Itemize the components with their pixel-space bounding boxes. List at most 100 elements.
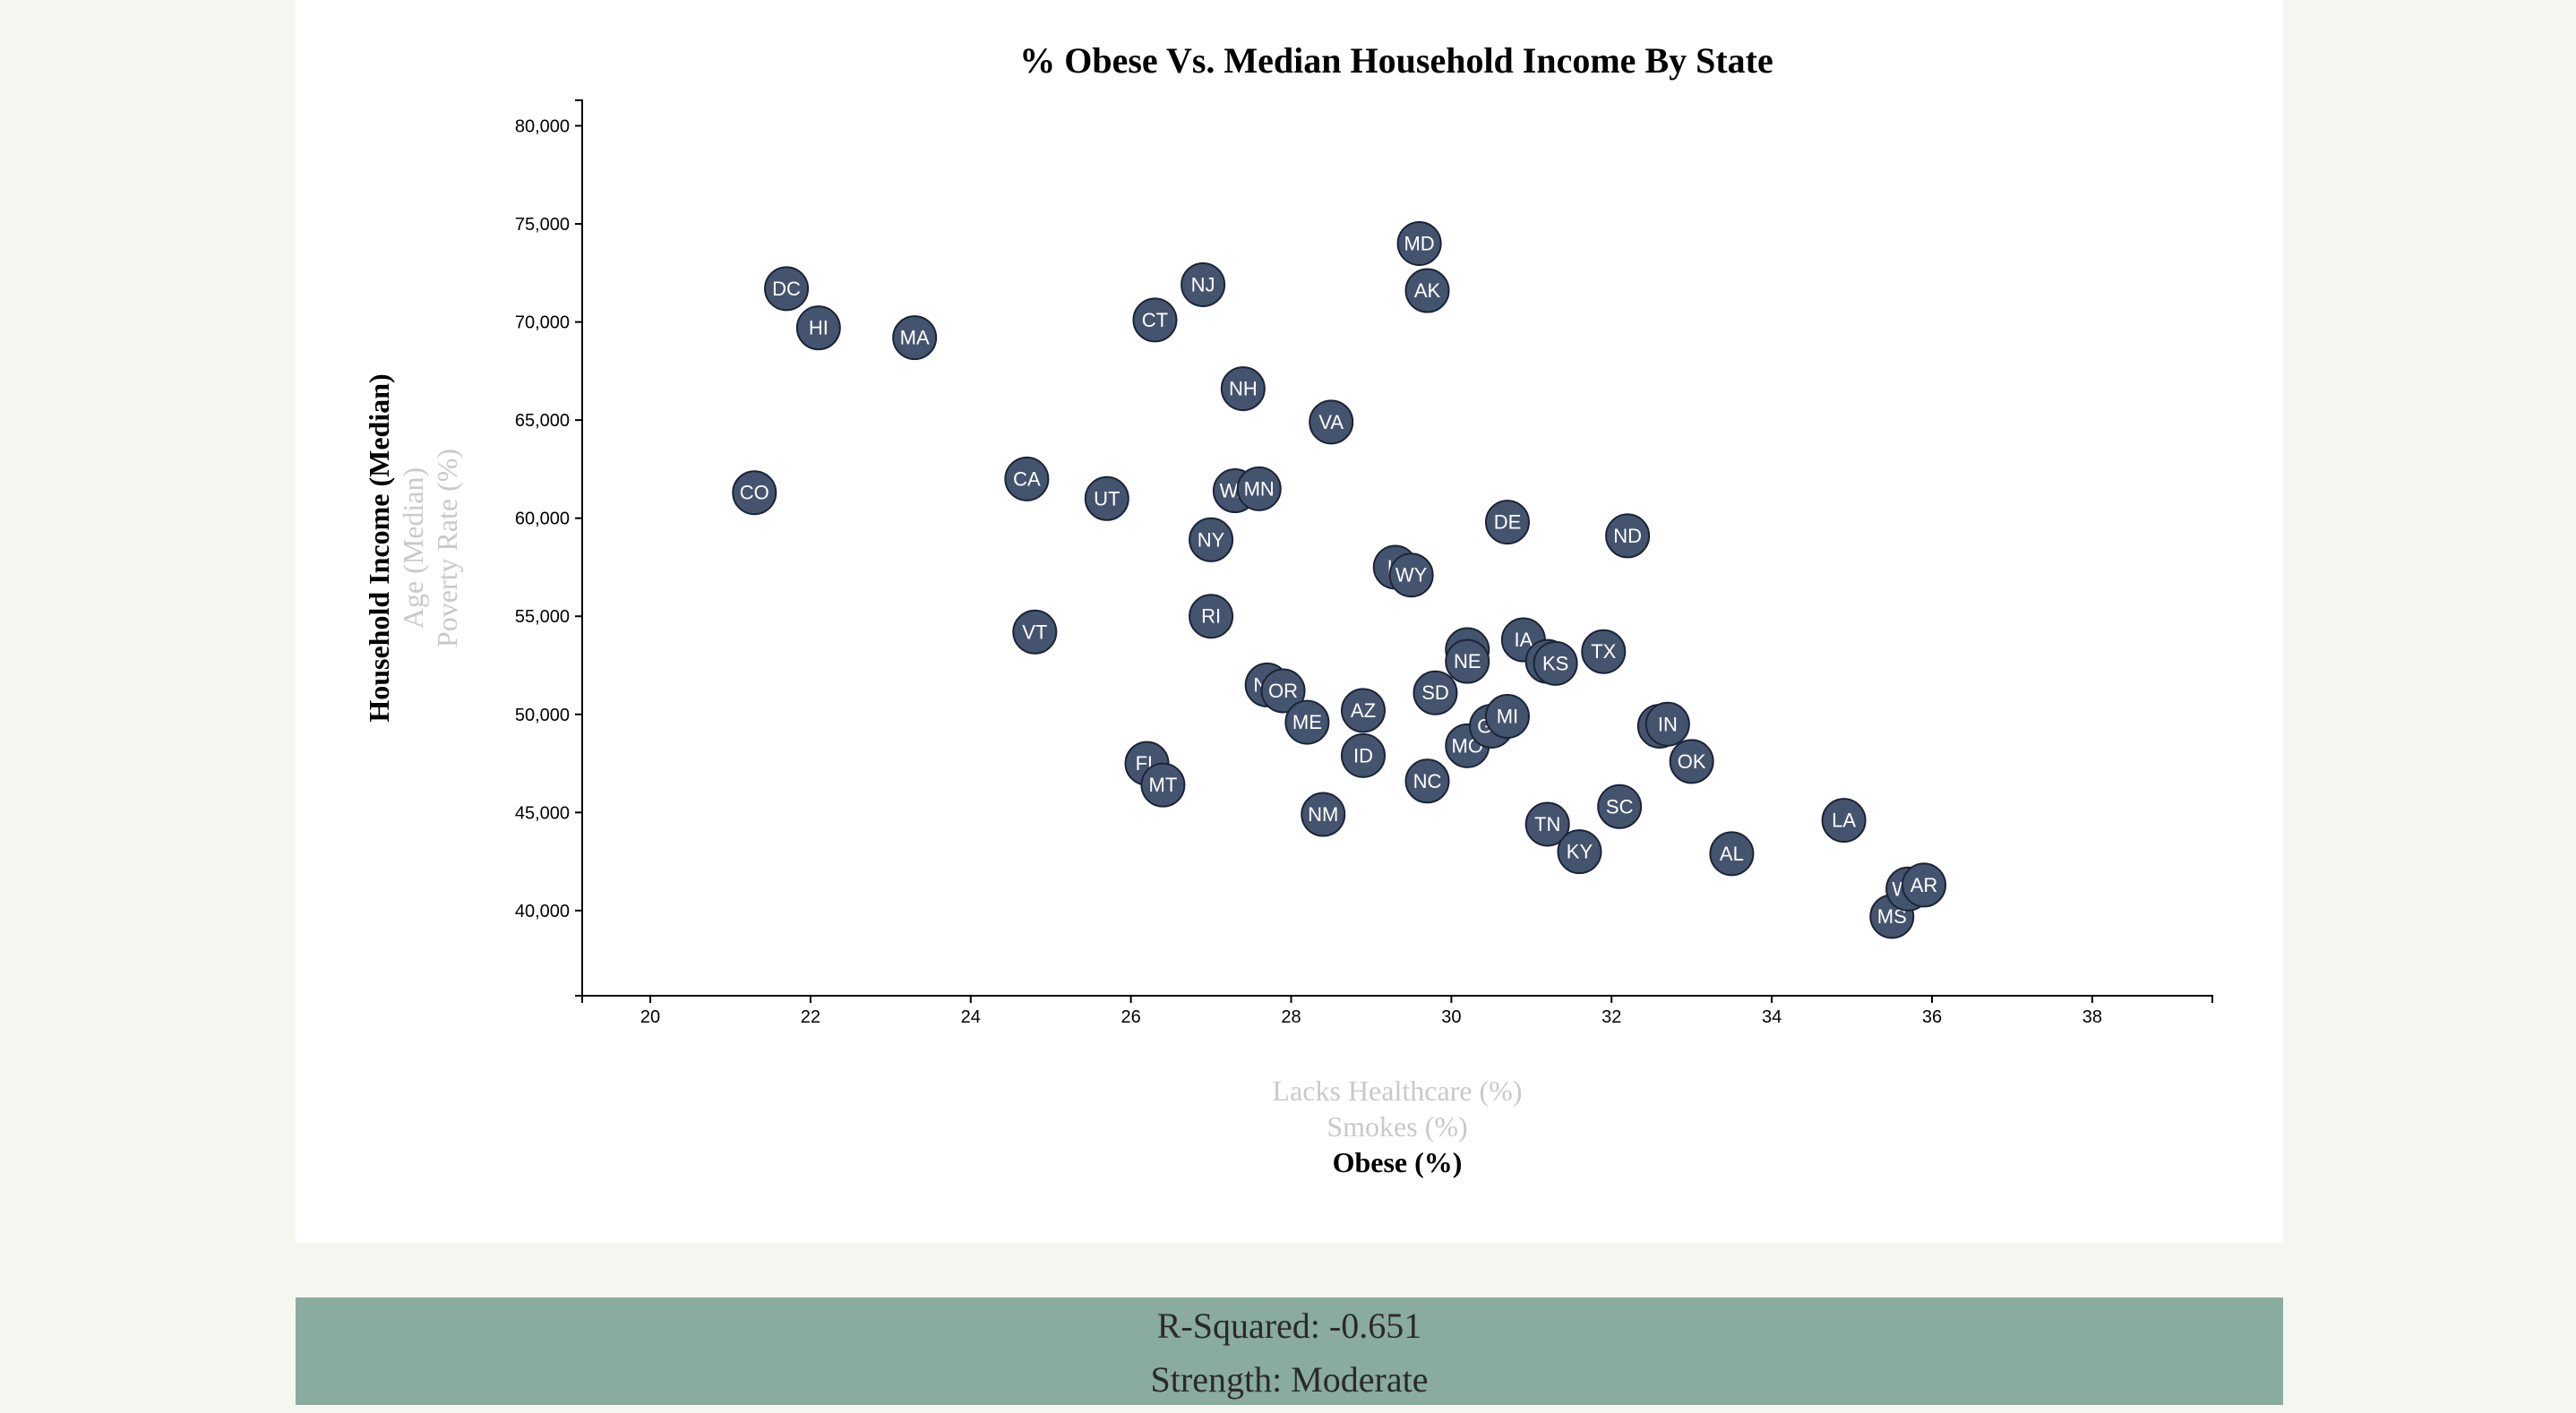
- y-axis-option[interactable]: Household Income (Median): [363, 373, 395, 722]
- data-point-ut[interactable]: [1084, 475, 1129, 521]
- data-point-label: ME: [1292, 711, 1322, 733]
- data-point-label: NJ: [1191, 273, 1215, 295]
- x-tick-label: 30: [1441, 1007, 1461, 1027]
- x-tick-label: 36: [1922, 1007, 1942, 1027]
- data-point-label: MD: [1404, 232, 1434, 254]
- data-point-label: SC: [1606, 795, 1634, 818]
- y-axis: 40,000 45,000 50,000 55,000 60,000 65,000 70,0…: [515, 99, 583, 997]
- data-point-nd[interactable]: [1605, 513, 1651, 559]
- y-tick-label: 45,000: [515, 803, 570, 823]
- data-point-vt[interactable]: [1012, 609, 1058, 655]
- data-point-mi[interactable]: [1484, 693, 1530, 739]
- data-point-hi[interactable]: [795, 305, 841, 351]
- y-tick-label: 80,000: [515, 116, 570, 136]
- data-point-label: MI: [1497, 705, 1518, 727]
- data-point-de[interactable]: [1484, 500, 1530, 545]
- data-point-sc[interactable]: [1597, 784, 1643, 829]
- data-point-ca[interactable]: [1004, 456, 1050, 501]
- data-point-label: MT: [1149, 774, 1178, 796]
- data-point-label: OK: [1678, 750, 1706, 773]
- data-points: DCHIMACOCAVTUTCTNJFLMTNYRIWAMNNHNVORMEVA…: [732, 220, 1947, 939]
- y-tick-label: 60,000: [515, 510, 570, 529]
- data-point-wy[interactable]: [1388, 552, 1434, 598]
- data-point-ne[interactable]: [1445, 638, 1490, 684]
- data-point-ny[interactable]: [1189, 517, 1234, 562]
- data-point-in[interactable]: [1644, 701, 1690, 747]
- data-point-me[interactable]: [1284, 699, 1330, 745]
- data-point-label: AZ: [1351, 699, 1376, 722]
- x-axis-option[interactable]: Lacks Healthcare (%): [1273, 1075, 1523, 1107]
- data-point-label: NE: [1454, 650, 1481, 672]
- x-axis-option[interactable]: Smokes (%): [1327, 1110, 1467, 1143]
- data-point-label: VA: [1318, 411, 1344, 433]
- data-point-tn[interactable]: [1524, 801, 1570, 847]
- data-point-label: VT: [1022, 621, 1047, 643]
- x-tick-label: 26: [1121, 1007, 1141, 1027]
- data-point-sd[interactable]: [1413, 670, 1458, 715]
- data-point-label: KY: [1567, 841, 1593, 863]
- x-tick-label: 28: [1281, 1007, 1301, 1027]
- x-tick-label: 24: [961, 1007, 981, 1027]
- data-point-ak[interactable]: [1404, 268, 1450, 313]
- data-point-ct[interactable]: [1132, 297, 1178, 343]
- y-axis-line: [575, 99, 583, 997]
- data-point-nm[interactable]: [1301, 792, 1346, 837]
- x-tick-label: 38: [2082, 1007, 2102, 1027]
- data-point-md[interactable]: [1396, 220, 1442, 266]
- data-point-label: NC: [1413, 770, 1442, 792]
- data-point-label: TN: [1534, 813, 1560, 835]
- data-point-label: WY: [1395, 564, 1428, 587]
- data-point-ri[interactable]: [1189, 594, 1234, 639]
- data-point-label: OR: [1268, 680, 1298, 702]
- chart-panel: % Obese Vs. Median Household Income By S…: [296, 0, 2283, 1243]
- scatter-chart: % Obese Vs. Median Household Income By S…: [363, 40, 2213, 1178]
- y-axis-option[interactable]: Age (Median): [397, 467, 429, 629]
- data-point-ar[interactable]: [1902, 862, 1947, 908]
- data-point-label: MN: [1244, 477, 1275, 500]
- data-point-label: CO: [740, 482, 769, 504]
- data-point-al[interactable]: [1709, 831, 1755, 877]
- data-point-label: LA: [1832, 809, 1856, 832]
- data-point-label: UT: [1094, 487, 1120, 510]
- data-point-label: TX: [1591, 640, 1616, 663]
- data-point-id[interactable]: [1340, 732, 1386, 778]
- data-point-dc[interactable]: [764, 266, 810, 312]
- data-point-ok[interactable]: [1669, 739, 1714, 784]
- data-point-co[interactable]: [732, 470, 777, 516]
- y-axis-option[interactable]: Poverty Rate (%): [431, 449, 463, 647]
- data-point-ks[interactable]: [1533, 640, 1578, 686]
- data-point-tx[interactable]: [1581, 629, 1627, 674]
- data-point-label: RI: [1201, 605, 1221, 628]
- data-point-label: AK: [1414, 279, 1441, 302]
- data-point-label: HI: [809, 317, 829, 339]
- data-point-mn[interactable]: [1236, 466, 1282, 511]
- data-point-ma[interactable]: [892, 315, 938, 361]
- data-point-az[interactable]: [1340, 688, 1386, 733]
- data-point-label: CT: [1142, 309, 1168, 331]
- data-point-mt[interactable]: [1140, 762, 1186, 808]
- data-point-label: NY: [1198, 528, 1225, 551]
- y-tick-label: 50,000: [515, 706, 570, 725]
- data-point-label: DC: [772, 278, 801, 300]
- data-point-ky[interactable]: [1557, 829, 1602, 875]
- x-axis-line: [581, 995, 2213, 1003]
- data-point-label: ID: [1353, 744, 1373, 766]
- data-point-label: MA: [900, 327, 930, 349]
- y-tick-label: 40,000: [515, 902, 570, 921]
- x-axis-option[interactable]: Obese (%): [1333, 1146, 1463, 1178]
- data-point-la[interactable]: [1821, 798, 1867, 844]
- data-point-label: AR: [1911, 874, 1938, 896]
- y-tick-label: 70,000: [515, 313, 570, 333]
- data-point-nc[interactable]: [1404, 758, 1450, 804]
- x-tick-label: 22: [801, 1007, 820, 1027]
- data-point-or[interactable]: [1260, 668, 1306, 714]
- data-point-nh[interactable]: [1220, 366, 1266, 412]
- data-point-label: SD: [1421, 681, 1449, 704]
- y-tick-label: 55,000: [515, 607, 570, 627]
- data-point-label: NM: [1308, 803, 1338, 826]
- data-point-va[interactable]: [1309, 399, 1354, 445]
- data-point-nj[interactable]: [1181, 261, 1226, 307]
- y-axis-labels: Household Income (Median) Age (Median) Pov…: [363, 373, 463, 722]
- data-point-label: IN: [1658, 713, 1678, 735]
- data-point-label: NH: [1229, 378, 1258, 400]
